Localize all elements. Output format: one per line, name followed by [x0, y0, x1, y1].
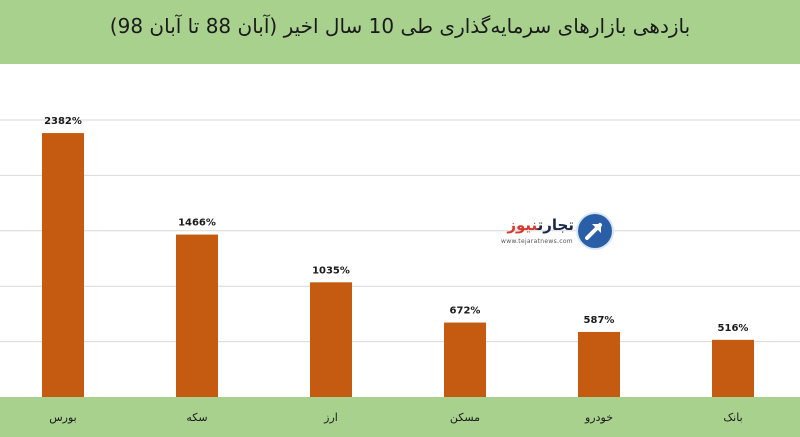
chart-title: بازدهی بازارهای سرمایه‌گذاری طی 10 سال ا…: [109, 14, 691, 38]
bar: [42, 133, 84, 397]
gridlines: [0, 119, 800, 343]
title-banner: [0, 0, 800, 64]
bar: [176, 234, 218, 397]
category-label: بورس: [49, 411, 76, 424]
bar: [712, 339, 754, 397]
data-labels: 2382% 1466% 1035% 672% 587% 516%: [44, 116, 748, 334]
bar: [310, 282, 352, 397]
data-label: 587%: [584, 315, 615, 326]
tejarat-news-arrow-icon: [578, 214, 612, 248]
bar: [578, 331, 620, 397]
category-label: بانک: [723, 411, 742, 424]
data-label: 2382%: [44, 116, 82, 127]
category-label: مسکن: [450, 411, 480, 424]
logo-name-part2: نیوز: [507, 216, 538, 234]
data-label: 1466%: [178, 218, 216, 229]
category-axis-band: [0, 397, 800, 437]
category-label: سکه: [186, 411, 207, 424]
bars: [42, 133, 754, 397]
logo-name-part1: تجارت: [537, 216, 574, 234]
data-label: 516%: [718, 323, 749, 334]
category-label: ارز: [323, 411, 338, 424]
bar: [444, 322, 486, 397]
logo-url: www.tejaratnews.com: [501, 238, 573, 245]
data-label: 672%: [450, 306, 481, 317]
tejarat-news-logo: تجارتنیوز www.tejaratnews.com: [498, 214, 616, 254]
data-label: 1035%: [312, 265, 350, 276]
category-label: خودرو: [584, 411, 613, 424]
logo-wordmark: تجارتنیوز: [498, 216, 574, 234]
